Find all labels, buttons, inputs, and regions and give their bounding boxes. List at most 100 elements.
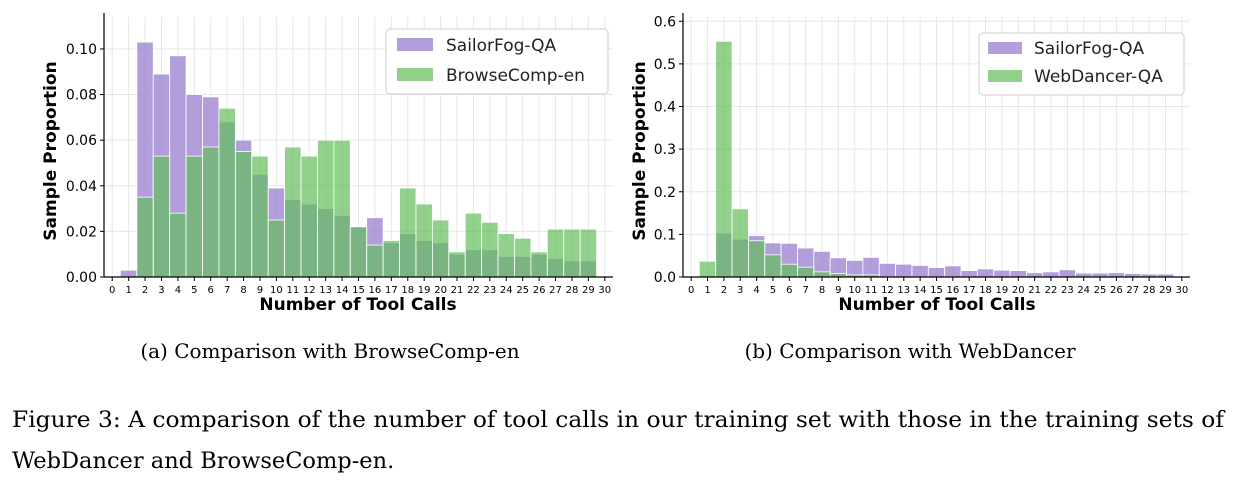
chart-b-y-tick-label: 0.6: [654, 14, 676, 30]
subfigure-caption-a: (a) Comparison with BrowseComp-en: [140, 339, 519, 363]
chart-b-x-tick-label: 10: [848, 285, 861, 296]
chart-a-x-tick-label: 16: [369, 285, 382, 296]
chart-a-x-tick-label: 3: [158, 285, 164, 296]
chart-a-bar-browsecomp-en-21: [448, 251, 466, 278]
chart-a-bar-browsecomp-en-8: [234, 151, 253, 278]
chart-b-y-tick-label: 0.4: [654, 100, 676, 116]
chart-a-x-ticks: 0 1 2 3 4 5 6 7 8 9 10 11 12 13 14 15 16 17 18 19 20 21 22 23 24…: [109, 277, 611, 296]
chart-a-x-tick-label: 5: [191, 285, 197, 296]
chart-a-bar-browsecomp-en-29: [579, 228, 597, 278]
chart-a-x-tick-label: 6: [208, 285, 214, 296]
chart-a-bar-browsecomp-en-20: [431, 219, 450, 278]
chart-a-x-tick-label: 4: [175, 285, 181, 296]
chart-a-x-tick-label: 28: [566, 285, 579, 296]
chart-b-x-axis-label: Number of Tool Calls: [838, 295, 1035, 315]
chart-a-x-tick-label: 20: [434, 285, 447, 296]
chart-b-x-tick-label: 28: [1143, 285, 1156, 296]
chart-a-x-tick-label: 2: [142, 285, 148, 296]
chart-a-bar-browsecomp-en-19: [415, 203, 433, 278]
chart-b-x-tick-label: 2: [721, 285, 727, 296]
chart-b-x-ticks: 0 1 2 3 4 5 6 7 8 9 10 11 12 13 14 15 16 17 18 19 20 21 22 23 24…: [688, 277, 1188, 296]
chart-b-legend-label-sailorfog: SailorFog-QA: [1034, 39, 1145, 59]
chart-b-y-tick-label: 0.1: [654, 227, 676, 243]
chart-b-x-tick-label: 8: [819, 285, 825, 296]
chart-b-x-tick-label: 22: [1045, 285, 1058, 296]
chart-a-bar-browsecomp-en-3: [152, 155, 171, 278]
chart-a-bar-browsecomp-en-15: [349, 226, 368, 278]
chart-b-bar-sailorfog-qa-17: [960, 270, 978, 278]
chart-b-legend: SailorFog-QA WebDancer-QA: [978, 32, 1185, 96]
chart-b-x-tick-label: 24: [1077, 285, 1090, 296]
chart-a-x-tick-label: 10: [270, 285, 283, 296]
chart-a-bar-browsecomp-en-16: [366, 244, 384, 278]
chart-a-x-tick-label: 27: [549, 285, 562, 296]
chart-b-x-tick-label: 26: [1110, 285, 1123, 296]
chart-a-bar-browsecomp-en-24: [497, 233, 515, 278]
chart-a-y-tick-label: 0.08: [66, 88, 97, 104]
chart-b-x-tick-label: 7: [802, 285, 808, 296]
chart-a-x-tick-label: 26: [533, 285, 546, 296]
chart-b-x-tick-label: 23: [1061, 285, 1074, 296]
chart-b-bars: [698, 40, 1175, 278]
subfigure-caption-b: (b) Comparison with WebDancer: [744, 339, 1076, 363]
chart-a-bar-browsecomp-en-25: [514, 237, 532, 278]
chart-b-bar-webdancer-qa-4: [748, 240, 766, 278]
chart-b-x-tick-label: 12: [881, 285, 894, 296]
chart-a-y-tick-label: 0.06: [66, 133, 97, 149]
chart-b-x-tick-label: 18: [979, 285, 992, 296]
chart-a-x-tick-label: 25: [516, 285, 529, 296]
chart-b-y-ticks: 0.0 0.1 0.2 0.3 0.4 0.5 0.6: [654, 14, 683, 286]
chart-a-x-axis-label: Number of Tool Calls: [259, 295, 456, 315]
chart-b-y-tick-label: 0.5: [654, 57, 676, 73]
chart-b-x-tick-label: 13: [897, 285, 910, 296]
chart-a-bar-browsecomp-en-26: [530, 251, 548, 278]
chart-a-bar-browsecomp-en-18: [399, 187, 417, 278]
chart-b-bar-sailorfog-qa-13: [895, 263, 913, 278]
chart-b-x-tick-label: 19: [996, 285, 1009, 296]
chart-b-x-tick-label: 5: [770, 285, 776, 296]
chart-a-x-tick-label: 14: [336, 285, 349, 296]
chart-b-legend-swatch-sailorfog: [988, 42, 1022, 54]
chart-b-x-tick-label: 9: [835, 285, 841, 296]
chart-b-bar-webdancer-qa-6: [780, 263, 798, 278]
chart-b-bar-webdancer-qa-3: [731, 208, 749, 278]
chart-a-x-tick-label: 18: [401, 285, 414, 296]
chart-b-y-tick-label: 0.0: [654, 270, 676, 286]
chart-b-bar-webdancer-qa-1: [698, 260, 717, 278]
chart-b-bar-sailorfog-qa-18: [976, 268, 995, 278]
chart-a-bar-browsecomp-en-12: [300, 155, 318, 278]
chart-b-x-tick-label: 21: [1028, 285, 1041, 296]
chart-b-y-tick-label: 0.2: [654, 185, 676, 201]
chart-b-legend-swatch-webdancer: [988, 70, 1022, 82]
chart-a-x-tick-label: 21: [451, 285, 464, 296]
chart-a-x-tick-label: 22: [467, 285, 480, 296]
chart-b-x-tick-label: 29: [1159, 285, 1172, 296]
chart-b-bar-sailorfog-qa-16: [944, 265, 962, 278]
chart-a-bar-browsecomp-en-13: [317, 139, 335, 278]
chart-a-bar-browsecomp-en-17: [382, 240, 400, 278]
chart-a-y-tick-label: 0.04: [66, 179, 97, 195]
chart-a-bar-browsecomp-en-9: [251, 155, 269, 278]
chart-a-bar-browsecomp-en-14: [333, 139, 351, 278]
chart-b-bar-webdancer-qa-5: [764, 254, 782, 278]
chart-b-bar-webdancer-qa-7: [797, 266, 815, 278]
chart-a-bar-browsecomp-en-7: [218, 107, 236, 278]
chart-a-bar-browsecomp-en-5: [185, 155, 203, 278]
chart-b-x-tick-label: 11: [865, 285, 878, 296]
chart-b-x-tick-label: 6: [786, 285, 792, 296]
chart-a-x-tick-label: 9: [257, 285, 263, 296]
chart-b-bar-sailorfog-qa-12: [878, 262, 897, 278]
chart-a-x-tick-label: 24: [500, 285, 513, 296]
chart-a-bar-browsecomp-en-22: [464, 212, 483, 278]
chart-a-y-axis-label: Sample Proportion: [41, 61, 61, 240]
chart-a-x-tick-label: 29: [582, 285, 595, 296]
chart-b-x-tick-label: 27: [1126, 285, 1139, 296]
chart-b-x-tick-label: 20: [1012, 285, 1025, 296]
chart-a-legend: SailorFog-QA BrowseComp-en: [385, 28, 609, 95]
chart-a-x-tick-label: 8: [240, 285, 246, 296]
chart-a-x-tick-label: 11: [286, 285, 299, 296]
chart-a-x-tick-label: 15: [352, 285, 365, 296]
chart-a-x-tick-label: 7: [224, 285, 230, 296]
chart-b-x-tick-label: 14: [914, 285, 927, 296]
